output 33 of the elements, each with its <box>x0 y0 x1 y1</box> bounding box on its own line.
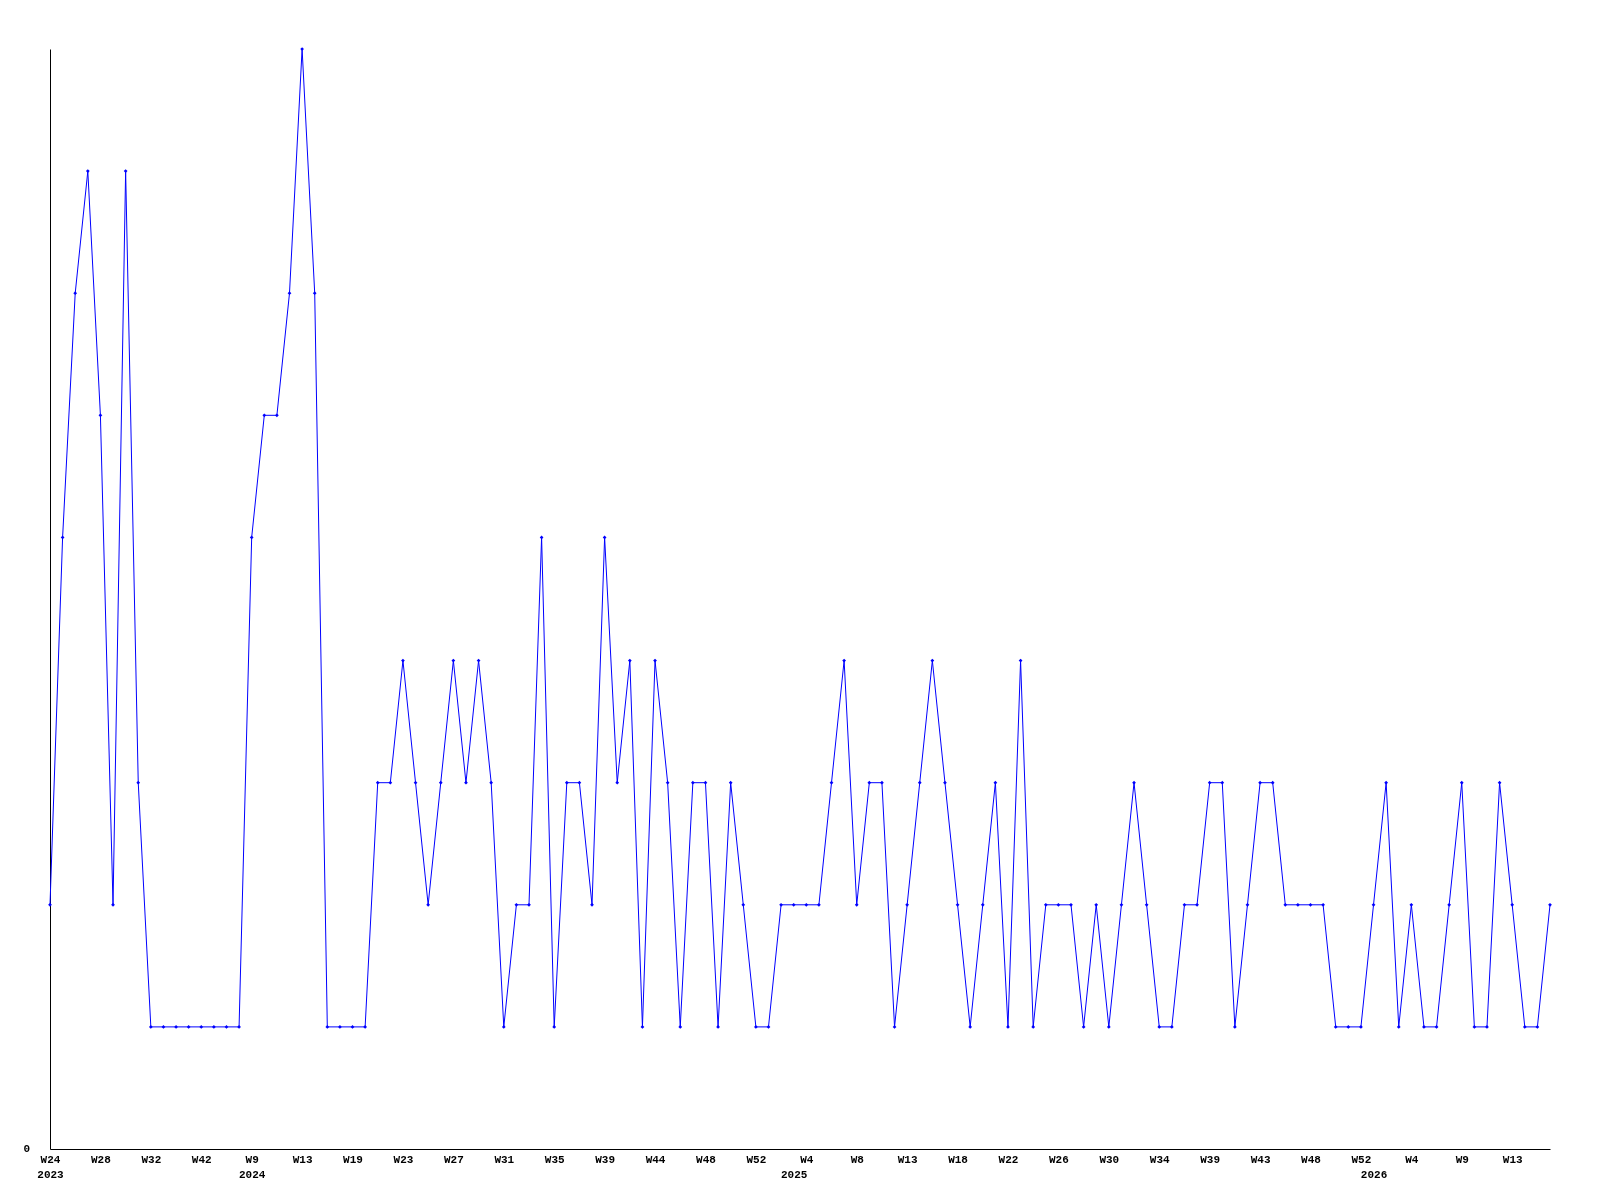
x-tick-label: W27 <box>443 1153 464 1166</box>
x-tick-label: W39 <box>1200 1153 1221 1166</box>
x-tick-label: W35 <box>544 1153 565 1166</box>
x-tick-label: W24 2023 <box>37 1153 65 1181</box>
x-tick-label: W30 <box>1099 1153 1120 1166</box>
x-tick-label: W9 2024 <box>238 1153 266 1181</box>
x-tick-label: W26 <box>1049 1153 1069 1166</box>
x-tick-label: W13 <box>292 1153 313 1166</box>
x-tick-label: W4 <box>800 1153 814 1166</box>
x-tick-label: 2025 <box>780 1168 808 1181</box>
x-tick-label: W43 <box>1250 1153 1271 1166</box>
x-tick-label: W13 <box>897 1153 918 1166</box>
x-tick-label: W52 <box>746 1153 767 1166</box>
x-tick-label: W48 <box>1301 1153 1322 1166</box>
x-tick-label: W9 <box>1455 1153 1469 1166</box>
x-tick-label: W44 <box>645 1153 666 1166</box>
x-tick-label: W18 <box>948 1153 969 1166</box>
x-tick-label: W23 <box>393 1153 414 1166</box>
x-tick-label: W13 <box>1502 1153 1523 1166</box>
x-tick-label: W8 <box>850 1153 865 1166</box>
x-tick-label: W19 <box>343 1153 363 1166</box>
x-tick-label: W32 <box>141 1153 162 1166</box>
x-tick-label: W48 <box>696 1153 717 1166</box>
x-tick-label: W31 <box>494 1153 515 1166</box>
text: 0 <box>23 1143 30 1155</box>
x-tick-label: 2026 <box>1360 1168 1388 1181</box>
x-tick-label: W22 <box>998 1153 1019 1166</box>
x-tick-label: W52 <box>1351 1153 1372 1166</box>
x-tick-label: W4 <box>1405 1153 1419 1166</box>
x-tick-label: W42 <box>191 1153 212 1166</box>
x-tick-label: W34 <box>1149 1153 1171 1166</box>
x-tick-label: W28 <box>91 1153 112 1166</box>
x-tick-label: W39 <box>595 1153 616 1166</box>
